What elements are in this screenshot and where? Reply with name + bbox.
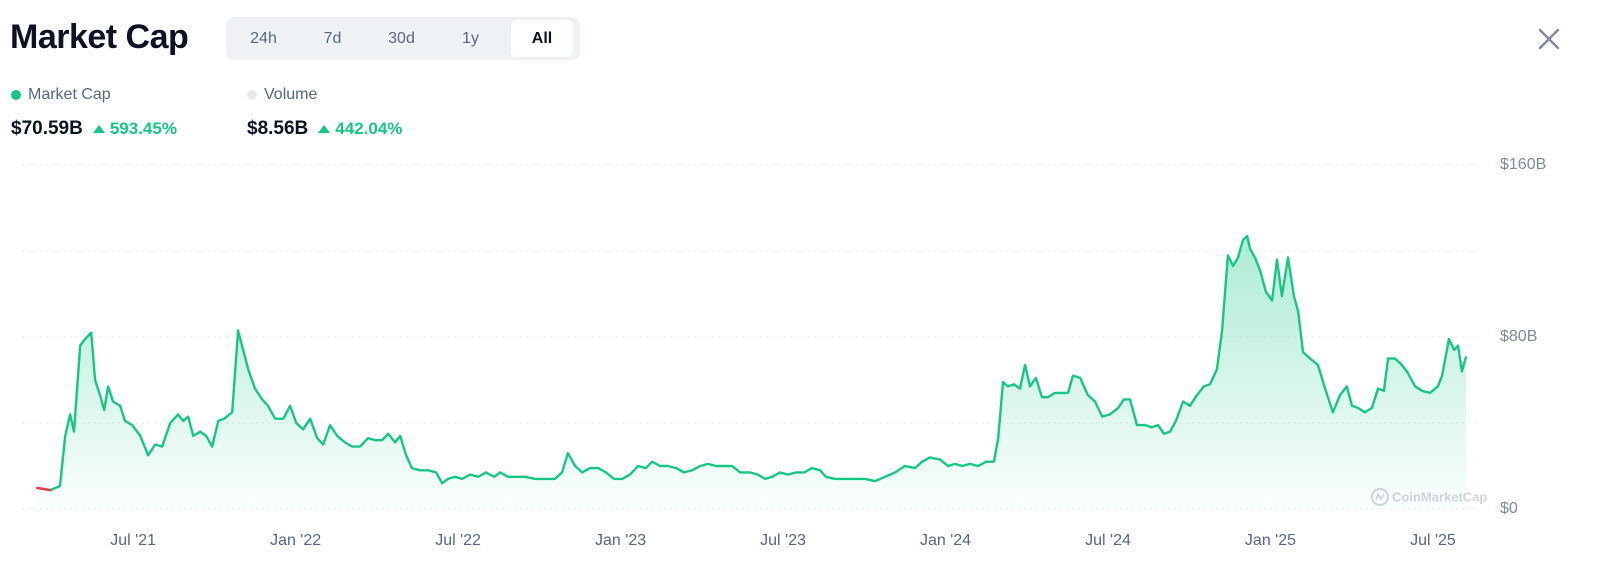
legend-item: Volume xyxy=(247,86,317,104)
legend-dot xyxy=(11,90,21,100)
time-tab[interactable]: 1y xyxy=(462,30,479,47)
line xyxy=(37,234,1468,492)
legend-dot xyxy=(247,90,257,100)
stat-value: $70.59B xyxy=(11,118,83,139)
watermark-text: CoinMarketCap xyxy=(1392,489,1487,504)
x-tick-label: Jan '24 xyxy=(920,532,971,549)
x-tick-label: Jul '24 xyxy=(1085,532,1131,549)
time-tab[interactable]: 24h xyxy=(250,30,277,47)
legend-label: Market Cap xyxy=(28,86,111,103)
x-tick-label: Jan '22 xyxy=(270,532,321,549)
x-tick-label: Jan '25 xyxy=(1245,532,1296,549)
stat-change: 442.04% xyxy=(318,119,402,139)
stat-change-text: 442.04% xyxy=(335,119,403,138)
close-button[interactable] xyxy=(1535,25,1563,53)
legend-label: Volume xyxy=(264,86,318,103)
time-tab[interactable]: 7d xyxy=(323,30,342,47)
line-segment-down xyxy=(36,486,52,492)
stat: $8.56B 442.04% xyxy=(247,118,402,140)
x-tick-label: Jan '23 xyxy=(595,532,646,549)
x-tick-label: Jul '21 xyxy=(110,532,156,549)
stat-change-text: 593.45% xyxy=(109,119,177,138)
watermark: CoinMarketCap xyxy=(1371,488,1487,506)
time-tab[interactable]: 30d xyxy=(388,30,415,47)
time-tabs: 24h 7d 30d 1y All xyxy=(226,17,580,60)
legend-item: Market Cap xyxy=(11,86,111,104)
stat-change: 593.45% xyxy=(92,119,177,139)
x-tick-label: Jul '23 xyxy=(760,532,806,549)
y-tick-label: $80B xyxy=(1500,328,1537,345)
title: Market Cap xyxy=(10,18,189,56)
stat-value: $8.56B xyxy=(247,118,309,139)
y-tick-label: $160B xyxy=(1500,156,1546,173)
x-tick-label: Jul '25 xyxy=(1410,532,1456,549)
time-tab[interactable]: All xyxy=(511,20,573,57)
x-tick-label: Jul '22 xyxy=(435,532,481,549)
y-tick-label: $0 xyxy=(1500,500,1518,517)
stat: $70.59B 593.45% xyxy=(11,118,177,140)
area xyxy=(37,235,1467,509)
